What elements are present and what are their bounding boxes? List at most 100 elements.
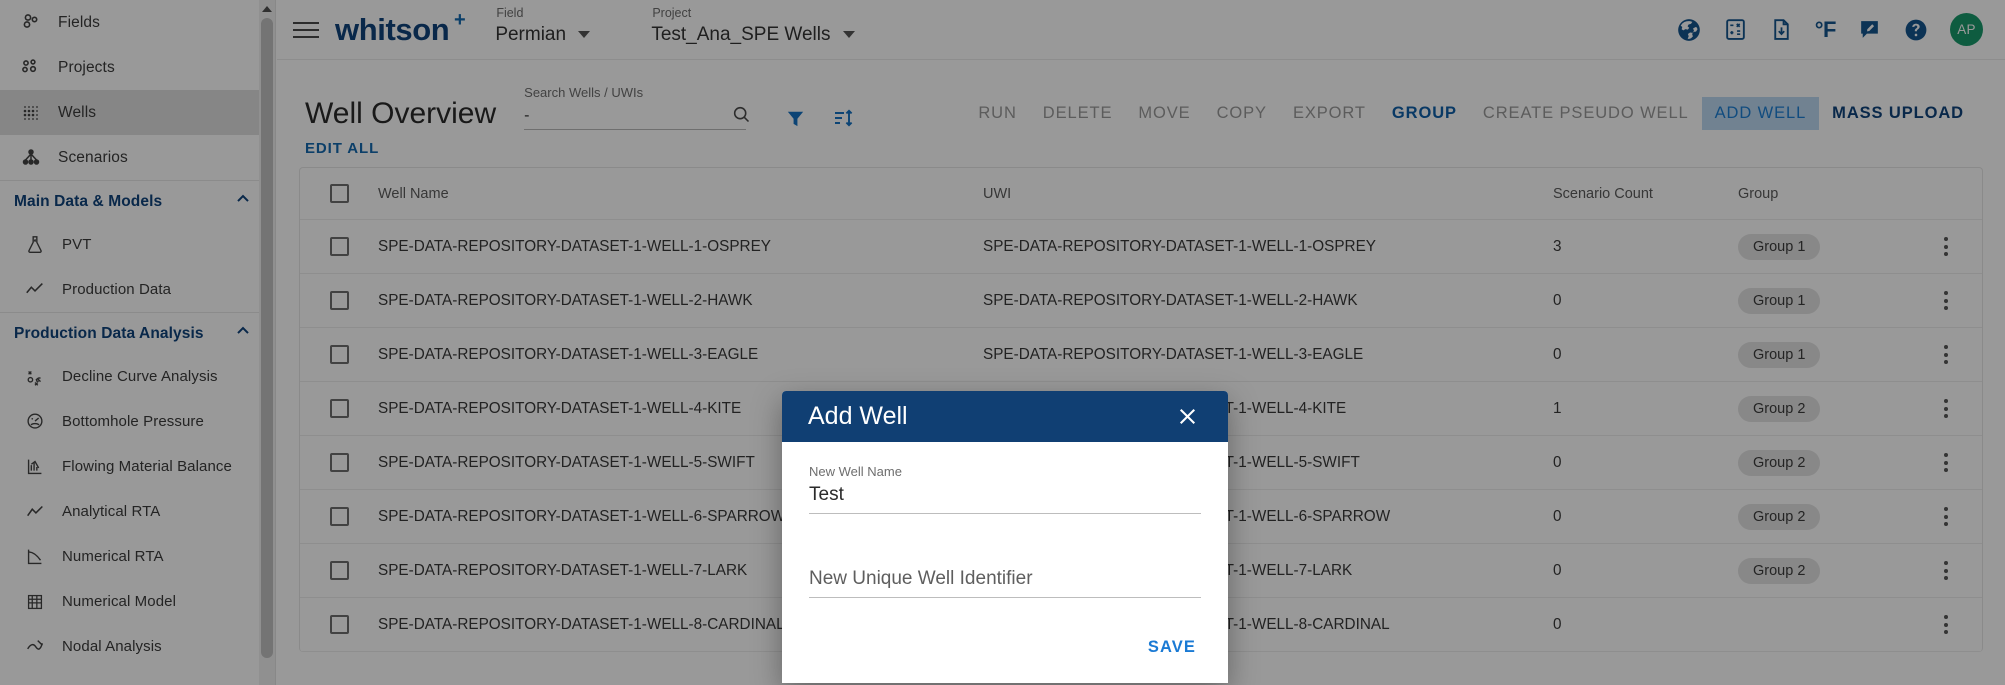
sidebar-item-label: Analytical RTA: [62, 503, 161, 520]
row-checkbox[interactable]: [329, 345, 349, 364]
chevron-down-icon[interactable]: [578, 31, 591, 38]
calculator-icon[interactable]: [1723, 17, 1748, 42]
sidebar-item-fields[interactable]: Fields: [0, 0, 275, 45]
new-well-name-input[interactable]: [809, 481, 1201, 514]
row-menu-button[interactable]: [1910, 561, 1982, 580]
row-menu-button[interactable]: [1910, 291, 1982, 310]
sidebar-item-scenarios[interactable]: Scenarios: [0, 135, 275, 180]
kebab-menu-icon: [1944, 561, 1948, 580]
table-row[interactable]: SPE-DATA-REPOSITORY-DATASET-1-WELL-1-OSP…: [300, 220, 1982, 274]
row-select-cell: [300, 237, 378, 256]
row-checkbox[interactable]: [329, 561, 349, 580]
sidebar-item-pvt[interactable]: PVT: [0, 222, 275, 267]
filter-icon[interactable]: [784, 107, 807, 130]
sidebar: Fields Projects Wells: [0, 0, 276, 685]
column-header-uwi[interactable]: UWI: [983, 185, 1012, 202]
group-badge: Group 2: [1738, 395, 1821, 422]
cell-group: Group 2: [1738, 449, 1910, 476]
decline-curve-icon: [18, 360, 52, 394]
sidebar-item-production-data[interactable]: Production Data: [0, 267, 275, 312]
row-menu-button[interactable]: [1910, 453, 1982, 472]
field-selector[interactable]: Field Permian: [495, 6, 615, 46]
kebab-menu-icon: [1944, 345, 1948, 364]
table-row[interactable]: SPE-DATA-REPOSITORY-DATASET-1-WELL-3-EAG…: [300, 328, 1982, 382]
add-well-button[interactable]: ADD WELL: [1701, 97, 1820, 130]
row-menu-button[interactable]: [1910, 345, 1982, 364]
sidebar-item-projects[interactable]: Projects: [0, 45, 275, 90]
move-button[interactable]: MOVE: [1138, 104, 1191, 122]
search-input[interactable]: [524, 107, 732, 125]
cell-group: Group 2: [1738, 395, 1910, 422]
chevron-down-icon[interactable]: [842, 31, 855, 38]
delete-button[interactable]: DELETE: [1042, 104, 1113, 122]
avatar[interactable]: AP: [1950, 13, 1983, 46]
crossing-lines-icon: [18, 630, 52, 664]
run-button[interactable]: RUN: [978, 104, 1017, 122]
cell-scenario-count: 0: [1553, 291, 1562, 309]
sidebar-item-numerical-model[interactable]: Numerical Model: [0, 579, 275, 624]
sidebar-item-wells[interactable]: Wells: [0, 90, 275, 135]
search-icon[interactable]: [731, 104, 752, 125]
row-checkbox[interactable]: [329, 237, 349, 256]
help-icon[interactable]: [1903, 17, 1929, 43]
cell-group: Group 2: [1738, 557, 1910, 584]
row-select-cell: [300, 291, 378, 310]
new-unique-well-identifier-input[interactable]: [809, 565, 1201, 598]
column-header-scenario-count[interactable]: Scenario Count: [1553, 185, 1653, 202]
fahrenheit-icon[interactable]: °F: [1814, 16, 1837, 42]
sidebar-item-bottomhole-pressure[interactable]: Bottomhole Pressure: [0, 399, 275, 444]
sidebar-item-analytical-rta[interactable]: Analytical RTA: [0, 489, 275, 534]
cell-well-name: SPE-DATA-REPOSITORY-DATASET-1-WELL-5-SWI…: [378, 453, 755, 471]
row-menu-button[interactable]: [1910, 615, 1982, 634]
sidebar-item-label: Projects: [58, 58, 115, 76]
feedback-edit-icon[interactable]: [1857, 17, 1882, 42]
create-pseudo-well-button[interactable]: CREATE PSEUDO WELL: [1482, 104, 1689, 122]
close-icon[interactable]: [1171, 400, 1204, 433]
group-button[interactable]: GROUP: [1391, 104, 1457, 122]
sidebar-item-label: Numerical RTA: [62, 548, 164, 565]
sort-icon[interactable]: [831, 106, 855, 130]
sidebar-item-label: PVT: [62, 236, 92, 253]
brand-logo: whitson +: [335, 10, 466, 45]
select-all-checkbox[interactable]: [329, 184, 349, 203]
scrollbar-thumb[interactable]: [261, 18, 273, 658]
sidebar-group-production-data-analysis[interactable]: Production Data Analysis: [0, 312, 275, 354]
sidebar-item-label: Wells: [58, 103, 97, 121]
column-header-well-name[interactable]: Well Name: [378, 185, 449, 202]
copy-button[interactable]: COPY: [1216, 104, 1267, 122]
row-checkbox[interactable]: [329, 615, 349, 634]
column-header-group[interactable]: Group: [1738, 185, 1779, 202]
sidebar-scrollbar[interactable]: [259, 0, 275, 685]
sidebar-item-flowing-material-balance[interactable]: Flowing Material Balance: [0, 444, 275, 489]
row-select-cell: [300, 345, 378, 364]
bar-chart-axis-icon: [18, 450, 52, 484]
file-download-icon[interactable]: [1769, 17, 1794, 42]
row-checkbox[interactable]: [329, 507, 349, 526]
row-menu-button[interactable]: [1910, 507, 1982, 526]
row-select-cell: [300, 615, 378, 634]
sidebar-group-main-data-models[interactable]: Main Data & Models: [0, 180, 275, 222]
cell-well-name: SPE-DATA-REPOSITORY-DATASET-1-WELL-8-CAR…: [378, 615, 785, 633]
export-button[interactable]: EXPORT: [1292, 104, 1366, 122]
mass-upload-button[interactable]: MASS UPLOAD: [1832, 104, 1964, 122]
row-menu-button[interactable]: [1910, 399, 1982, 418]
table-row[interactable]: SPE-DATA-REPOSITORY-DATASET-1-WELL-2-HAW…: [300, 274, 1982, 328]
sidebar-item-nodal-analysis[interactable]: Nodal Analysis: [0, 624, 275, 669]
row-menu-button[interactable]: [1910, 237, 1982, 256]
sidebar-item-decline-curve-analysis[interactable]: Decline Curve Analysis: [0, 354, 275, 399]
scrollbar-up-arrow-icon[interactable]: [259, 0, 275, 17]
row-checkbox[interactable]: [329, 453, 349, 472]
globe-icon[interactable]: [1676, 17, 1702, 43]
sidebar-item-numerical-rta[interactable]: Numerical RTA: [0, 534, 275, 579]
cell-scenario-count: 0: [1553, 561, 1562, 579]
action-buttons: RUN DELETE MOVE COPY EXPORT GROUP CREATE…: [965, 97, 1977, 130]
row-checkbox[interactable]: [329, 291, 349, 310]
edit-all-button[interactable]: EDIT ALL: [305, 140, 380, 157]
hamburger-icon[interactable]: [293, 15, 323, 45]
row-checkbox[interactable]: [329, 399, 349, 418]
building-grid-icon: [18, 585, 52, 619]
modal-body: New Well Name: [782, 442, 1228, 632]
save-button[interactable]: SAVE: [1147, 638, 1196, 656]
project-selector[interactable]: Project Test_Ana_SPE Wells: [651, 6, 855, 46]
